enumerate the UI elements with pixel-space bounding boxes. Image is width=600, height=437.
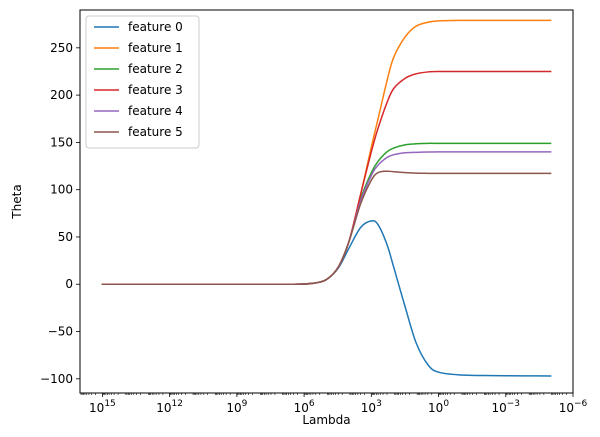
- legend-entry-label: feature 5: [128, 125, 183, 139]
- y-tick-label: 150: [50, 135, 73, 149]
- x-tick-label: 109: [226, 399, 247, 415]
- series-line-5: [101, 170, 552, 286]
- legend-box: [85, 15, 200, 149]
- x-axis-ticks: 1015 1012 109 106 103 100 10−3 10−6: [80, 393, 588, 415]
- y-tick-label: 200: [50, 88, 73, 102]
- x-axis-label: Lambda: [302, 413, 350, 427]
- legend-entry-label: feature 3: [128, 83, 183, 97]
- legend-entry-label: feature 0: [128, 20, 183, 34]
- y-tick-label: 50: [58, 230, 73, 244]
- x-tick-label: 100: [428, 399, 449, 415]
- x-tick-label: 106: [294, 399, 315, 415]
- y-axis-label: Theta: [10, 184, 24, 219]
- legend-entry-label: feature 1: [128, 41, 183, 55]
- x-tick-label: 103: [361, 399, 382, 415]
- y-axis-ticks: −100 −50 0 50 100 150 200 250: [40, 41, 80, 386]
- y-tick-label: −50: [48, 325, 73, 339]
- plot-frame: [79, 9, 574, 394]
- legend-entry-label: feature 4: [128, 104, 183, 118]
- x-tick-label: 1015: [89, 399, 116, 415]
- legend-entry-label: feature 2: [128, 62, 183, 76]
- y-tick-label: −100: [40, 372, 73, 386]
- y-tick-label: 100: [50, 183, 73, 197]
- x-tick-label: 10−6: [559, 399, 588, 415]
- y-tick-label: 0: [65, 277, 73, 291]
- legend: feature 0 feature 1 feature 2 feature 3 feat…: [85, 15, 200, 149]
- x-tick-label: 1012: [156, 399, 183, 415]
- series-lines: [101, 19, 552, 377]
- y-tick-label: 250: [50, 41, 73, 55]
- x-tick-label: 10−3: [491, 399, 520, 415]
